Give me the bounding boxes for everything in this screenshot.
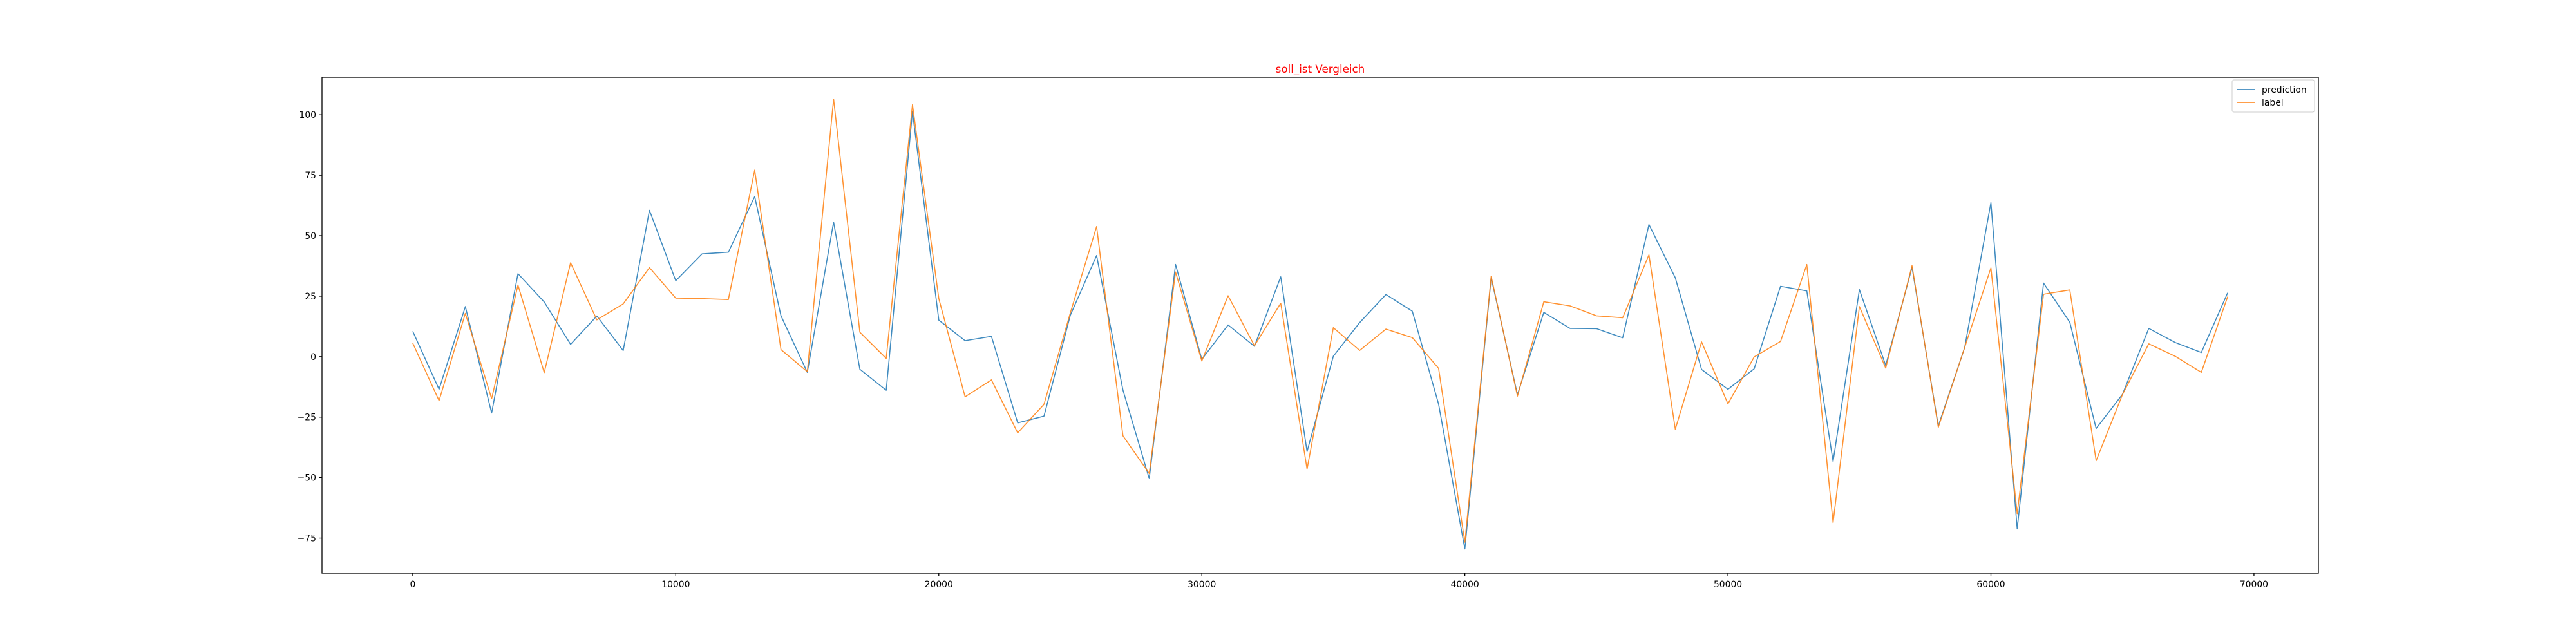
x-tick-label: 0 [410, 580, 415, 590]
x-tick-label: 40000 [1451, 580, 1479, 590]
x-tick-label: 70000 [2240, 580, 2268, 590]
y-tick-label: −75 [298, 534, 316, 544]
chart-title: soll_ist Vergleich [1276, 62, 1365, 76]
x-tick-label: 60000 [1976, 580, 2005, 590]
x-tick-label: 20000 [925, 580, 953, 590]
x-tick-label: 10000 [661, 580, 690, 590]
y-tick-label: 25 [305, 292, 316, 302]
y-tick-label: 50 [305, 231, 316, 242]
y-tick-label: −50 [298, 473, 316, 484]
legend-label-label: label [2262, 98, 2284, 108]
legend: prediction label [2231, 79, 2315, 113]
series-line-label [412, 99, 2228, 543]
legend-label-prediction: prediction [2262, 85, 2307, 95]
series-line-prediction [412, 111, 2228, 550]
y-axis: −75 −50 −25 0 25 50 75 100 [298, 110, 322, 544]
y-tick-label: 75 [305, 171, 316, 181]
x-axis: 0 10000 20000 30000 40000 50000 60000 70000 [410, 573, 2268, 590]
legend-box [2231, 79, 2315, 113]
y-tick-label: −25 [298, 413, 316, 423]
x-tick-label: 30000 [1188, 580, 1216, 590]
y-tick-label: 0 [310, 352, 316, 363]
plot-area [321, 77, 2319, 574]
y-tick-label: 100 [299, 110, 316, 120]
x-tick-label: 50000 [1714, 580, 1742, 590]
series-group [412, 99, 2228, 550]
